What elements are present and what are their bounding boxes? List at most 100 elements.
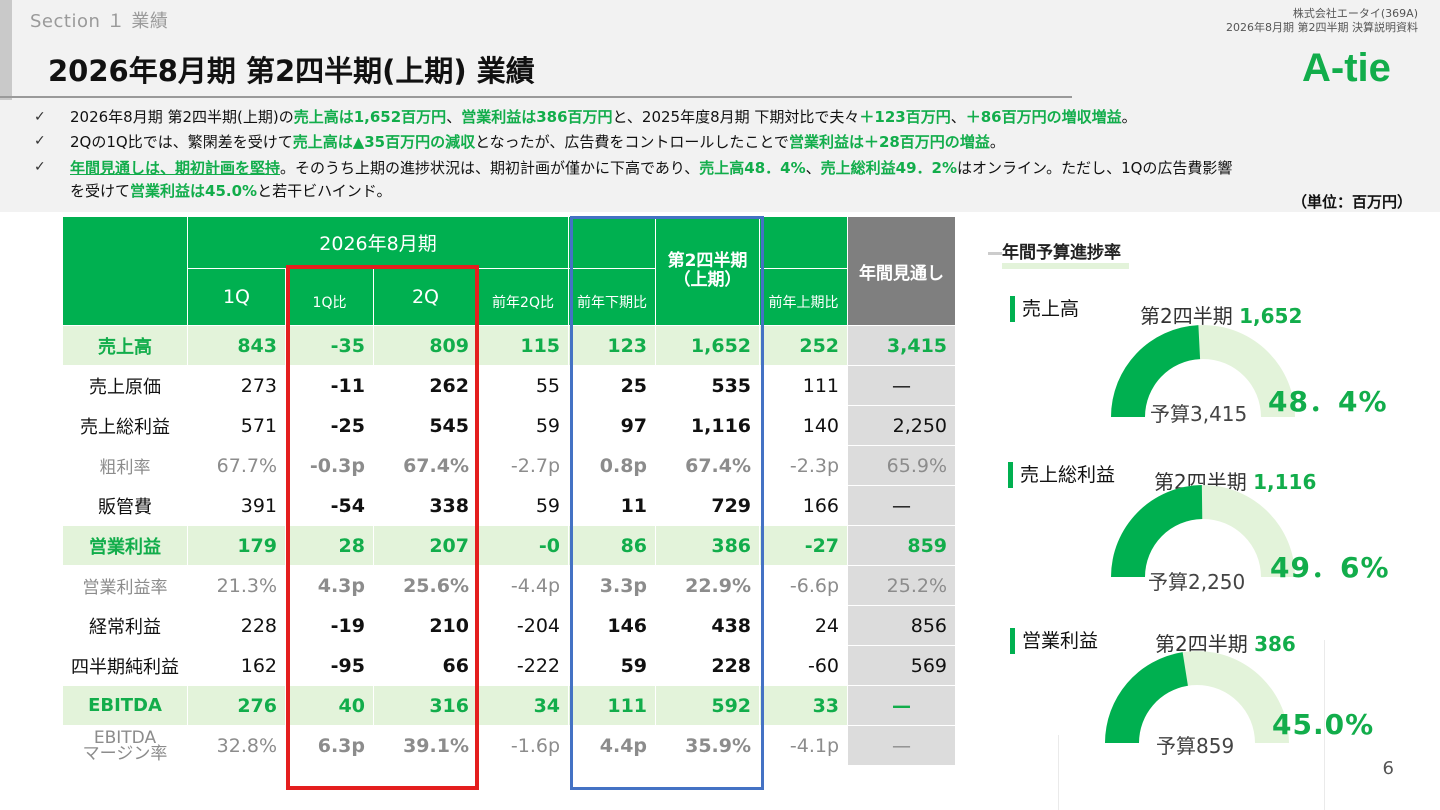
bullet-text: 、 [950,108,966,126]
table-cell: 809 [373,325,478,366]
table-row: 営業利益率 21.3% 4.3p 25.6% -4.4p 3.3p 22.9% -6.6p 25… [62,565,957,606]
highlight-text: ＋86百万円の増収増益 [965,108,1122,126]
q2-actual: 第2四半期 1,652 [1140,300,1302,329]
table-row: 経常利益 228 -19 210 -204 146 438 24 856 [62,605,957,646]
table-cell: 316 [373,685,478,726]
progress-gauge [1111,485,1295,577]
gauge-progress [1105,652,1188,743]
table-cell: 1,652 [655,325,761,366]
table-cell: 438 [655,605,761,646]
table-cell: 571 [187,405,286,446]
title-divider [0,96,1072,98]
unit-label: （単位：百万円） [1291,193,1412,211]
table-cell: 65.9% [847,445,957,486]
highlight-box-h1 [570,216,764,790]
bullet-text: 。 [989,133,1005,151]
fy-header: 2026年8月期 [186,216,570,269]
company-name: 株式会社エータイ(369A) [1292,7,1418,20]
highlight-text: 売上高は1,652百万円 [293,108,447,126]
table-row: 販管費 391 -54 338 59 11 729 166— [62,485,957,526]
progress-percent: 45.0% [1272,708,1375,741]
table-row: 営業利益 179 28 207 -0 86 386 -27 859 [62,525,957,566]
highlight-text: 営業利益は＋28百万円の増益 [788,133,990,151]
q2-value: 1,116 [1253,470,1317,494]
table-cell: 166 [759,485,849,526]
table-cell: 856 [847,605,957,646]
document-name: 2026年8月期 第2四半期 決算説明資料 [1226,21,1418,34]
bullet-3-continued: を受けて営業利益は45.0%と若干ビハインド。 [70,181,391,201]
table-cell: — [847,725,957,766]
bullet-1: 2026年8月期 第2四半期(上期)の売上高は1,652百万円 、 営業利益は386… [70,107,1137,127]
budget-label: 予算2,250 [1148,570,1246,594]
table-row: 粗利率 67.7% -0.3p 67.4% -2.7p 0.8p 67.4% -2.3p 65.… [62,445,957,486]
table-cell: 535 [655,365,761,406]
row-label: 売上原価 [62,365,188,406]
gauge-progress [1111,485,1203,577]
table-row: EBITDA 276 40 316 34 111 592 33— [62,685,957,726]
page-title: 2026年8月期 第2四半期(上期) 業績 [48,54,535,88]
highlight-text: ＋123百万円 [859,108,951,126]
check-icon: ✓ [34,159,46,175]
row-label: 四半期純利益 [62,645,188,686]
col-prev-2q: 前年2Q比 [476,268,570,326]
table-cell: 55 [476,365,570,406]
company-info: 株式会社エータイ(369A) 2026年8月期 第2四半期 決算説明資料 [1226,7,1418,35]
check-icon: ✓ [34,109,46,125]
company-logo: A-tie [1302,46,1391,89]
bullet-text: を受けて [70,182,131,200]
table-row: 売上原価 273 -11 262 55 25 535 111— [62,365,957,406]
bullet-text: はオンライン。ただし、1Qの広告費影響 [956,159,1233,177]
metric-label: 営業利益 [1022,630,1099,652]
gauge-progress [1111,325,1201,417]
bullet-text: 。 [1121,108,1137,126]
highlight-text: 売上高は▲35百万円の減収 [292,133,476,151]
table-cell: — [847,685,957,726]
row-label: 販管費 [62,485,188,526]
title-dash [988,252,1002,255]
table-cell: 111 [759,365,849,406]
table-cell: 40 [285,685,374,726]
table-cell: 2,250 [847,405,957,446]
table-cell: 67.7% [187,445,286,486]
col-prev-h1: 前年上期比 [759,268,849,326]
highlight-text: 営業利益は386百万円 [461,108,613,126]
col-1q: 1Q [187,268,286,326]
table-cell: 146 [568,605,657,646]
table-cell: 262 [373,365,478,406]
progress-title: 年間予算進捗率 [1002,238,1129,269]
row-label: 粗利率 [62,445,188,486]
table-cell: -0 [476,525,570,566]
table-cell: 39.1% [373,725,478,766]
bullet-text: 2026年8月期 第2四半期(上期)の [70,108,294,126]
table-cell: 97 [568,405,657,446]
page-number: 6 [1382,758,1394,779]
table-cell: -2.7p [476,445,570,486]
financial-results-table: 2026年8月期 第2四半期 （上期） 年間見通し 1Q 1Q比 2Q 前年2Q… [62,216,957,766]
table-cell: -60 [759,645,849,686]
highlight-text: 売上総利益49．2% [820,159,957,177]
table-cell: -54 [285,485,374,526]
section-label: Section １ 業績 [30,11,169,32]
table-cell: 34 [476,685,570,726]
table-cell: 3.3p [568,565,657,606]
table-cell: 210 [373,605,478,646]
table-row: 四半期純利益 162 -95 66 -222 59 228 -60 569 [62,645,957,686]
progress-gauge [1111,325,1295,417]
progress-gauge [1105,651,1289,743]
table-cell: -95 [285,645,374,686]
row-label: 経常利益 [62,605,188,646]
table-cell: -222 [476,645,570,686]
col-2q: 2Q [373,268,478,326]
table-row: EBITDA マージン率 32.8% 6.3p 39.1% -1.6p 4.4p 35.9%… [62,725,957,766]
progress-percent: 48．4% [1268,385,1388,418]
table-cell: 123 [568,325,657,366]
table-row: 売上高 843 -35 809 115 123 1,652 252 3,415 [62,325,957,366]
table-cell: 21.3% [187,565,286,606]
table-cell: -4.4p [476,565,570,606]
table-cell: 252 [759,325,849,366]
row-label: 売上総利益 [62,405,188,446]
q2-value: 386 [1254,632,1296,656]
bullet-text: と若干ビハインド。 [257,182,392,200]
table-cell: 162 [187,645,286,686]
corner-header [62,216,188,326]
